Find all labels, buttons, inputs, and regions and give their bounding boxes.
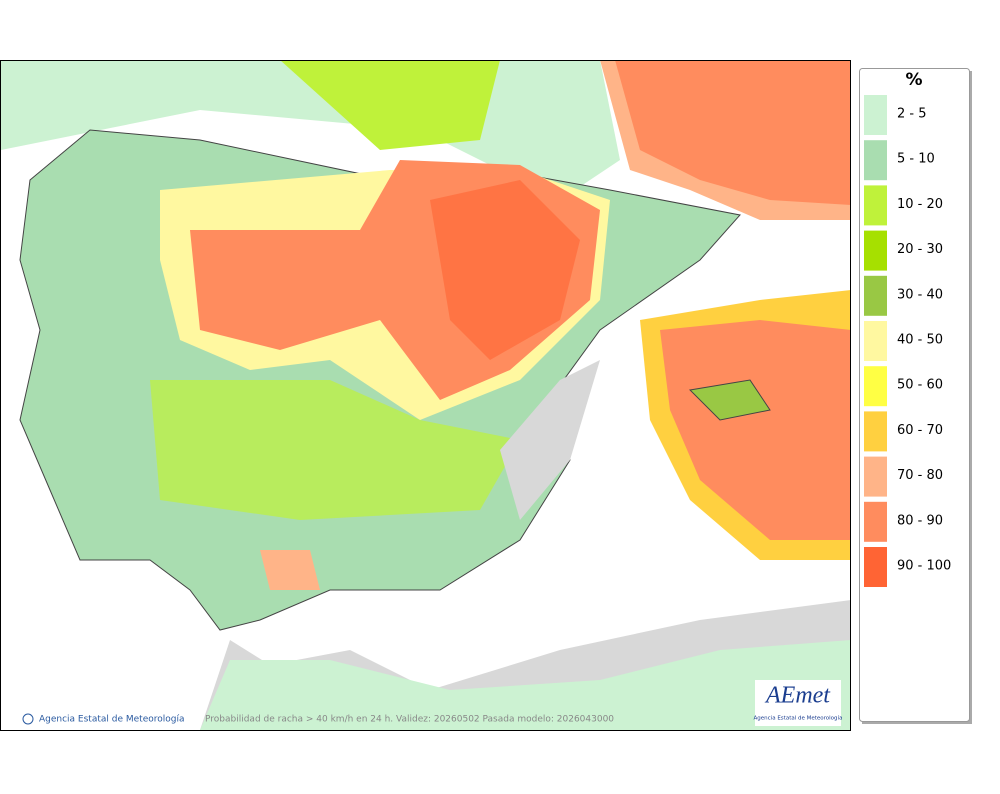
legend-label: 50 - 60 xyxy=(897,378,943,393)
legend-swatch xyxy=(864,321,887,361)
legend-swatch xyxy=(864,366,887,407)
legend-swatch xyxy=(864,95,887,135)
legend-swatch xyxy=(864,501,887,542)
map-frame xyxy=(0,60,851,731)
legend-swatch xyxy=(864,547,887,587)
legend-label: 2 - 5 xyxy=(897,107,927,122)
legend-swatch xyxy=(864,140,887,181)
legend-label: 60 - 70 xyxy=(897,423,943,438)
logo-subtitle: Agencia Estatal de Meteorología xyxy=(754,715,843,722)
legend-label: 5 - 10 xyxy=(897,152,935,167)
legend-label: 10 - 20 xyxy=(897,197,943,212)
legend-label: 80 - 90 xyxy=(897,513,943,528)
caption: Probabilidad de racha > 40 km/h en 24 h.… xyxy=(205,715,614,725)
copyright-icon xyxy=(22,713,34,725)
legend-label: 20 - 30 xyxy=(897,242,943,257)
legend-swatch xyxy=(864,275,887,316)
logo: AEmet xyxy=(764,683,831,709)
legend: 2 - 5 5 - 10 10 - 20 20 - 30 30 - 40 40 - 50 5… xyxy=(864,95,951,587)
legend-swatch xyxy=(864,230,887,271)
legend-swatch xyxy=(864,185,887,226)
legend-swatch xyxy=(864,456,887,497)
legend-label: 90 - 100 xyxy=(897,559,951,574)
legend-title: % xyxy=(905,70,922,90)
legend-label: 70 - 80 xyxy=(897,468,943,483)
map xyxy=(1,60,851,730)
legend-swatch xyxy=(864,411,887,452)
legend-label: 40 - 50 xyxy=(897,333,943,348)
logo-box xyxy=(755,680,841,726)
legend-label: 30 - 40 xyxy=(897,287,943,302)
copyright-text: Agencia Estatal de Meteorología xyxy=(39,715,185,725)
